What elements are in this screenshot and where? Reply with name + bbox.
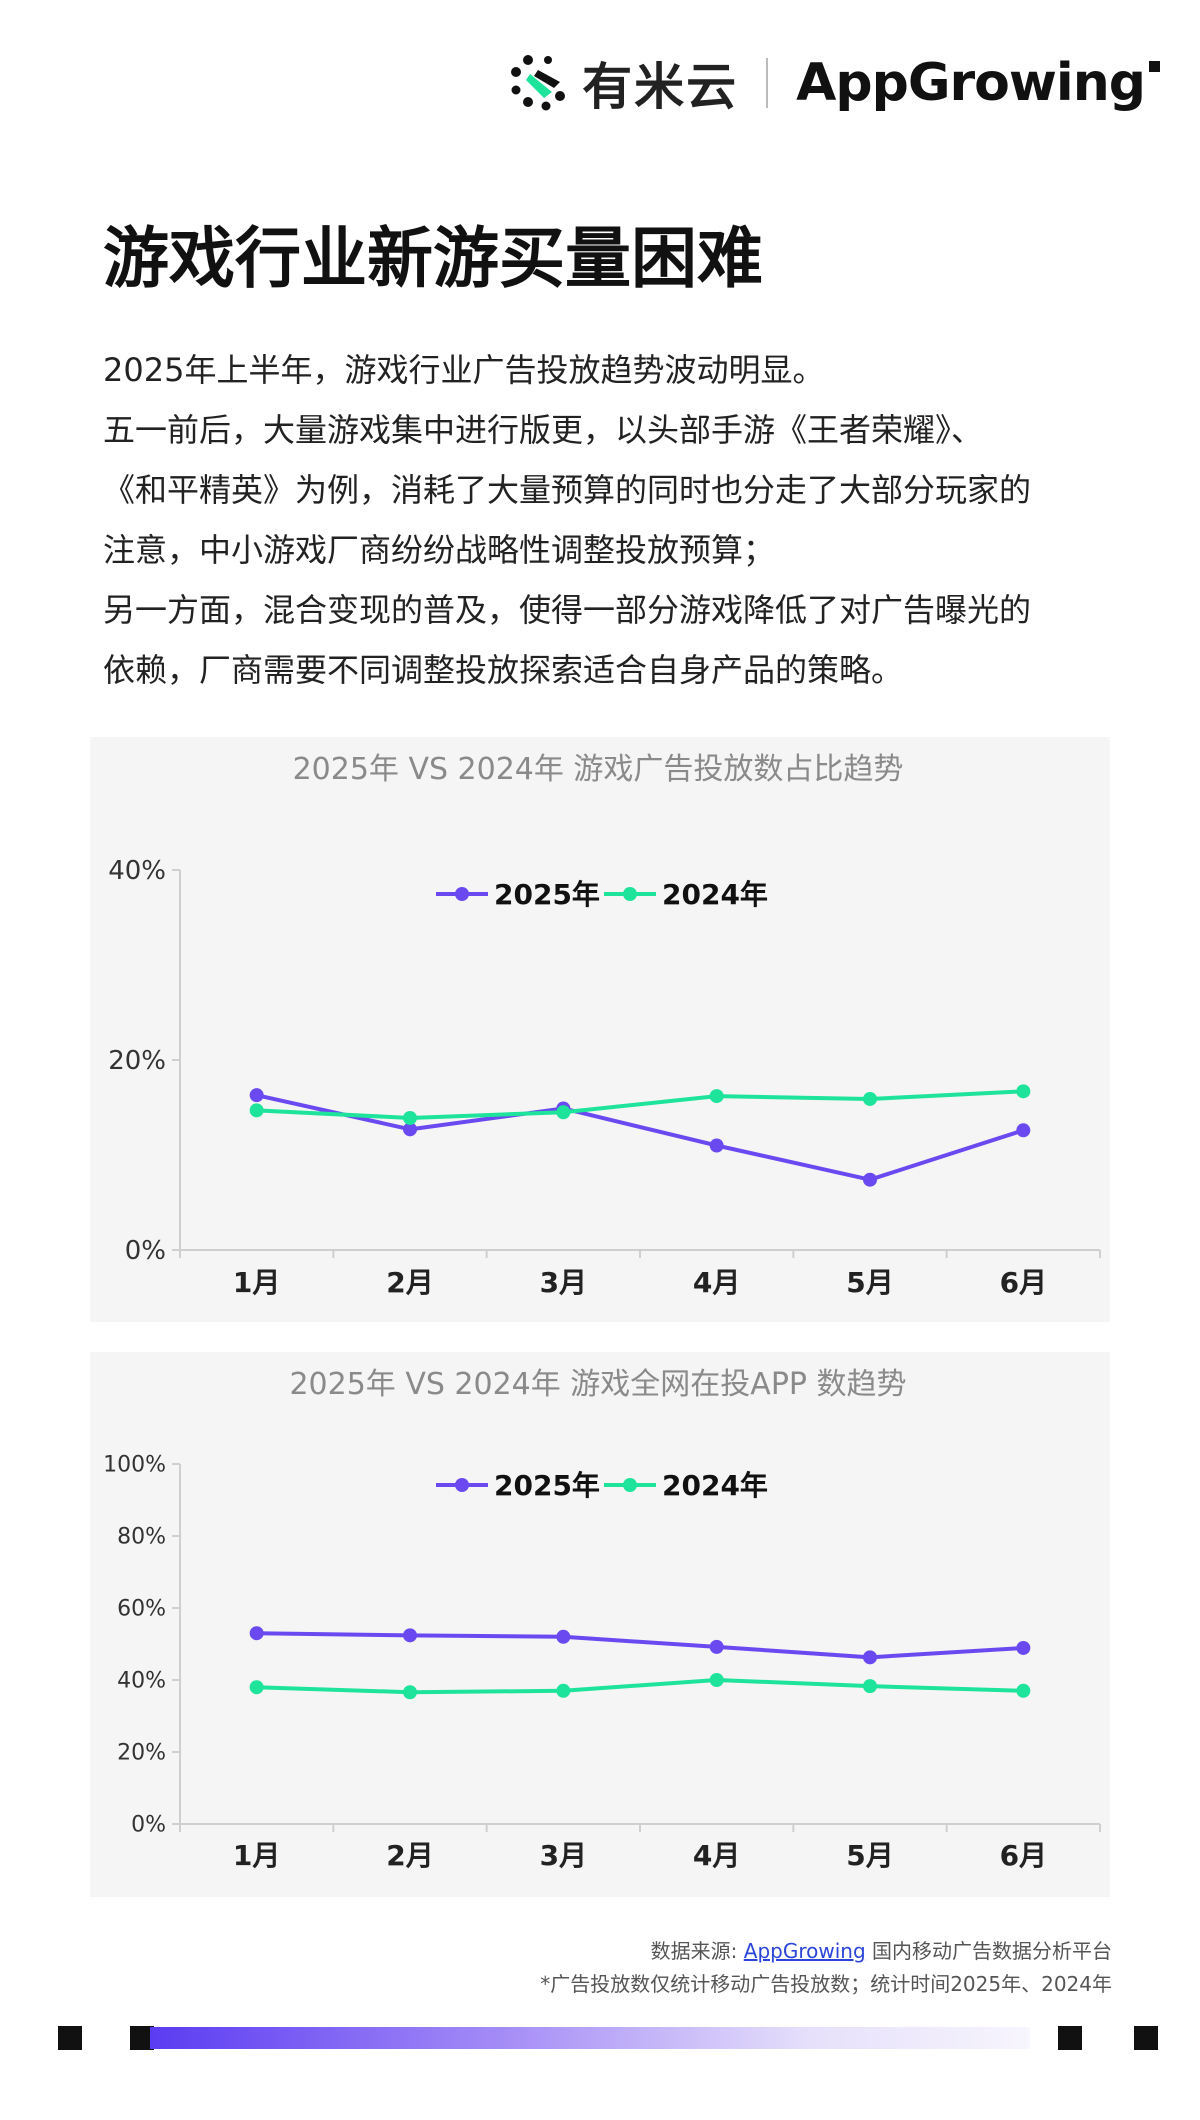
x-tick-label: 4月 xyxy=(693,1839,740,1872)
y-tick-label: 0% xyxy=(125,1236,166,1266)
data-point xyxy=(863,1172,877,1187)
data-point xyxy=(249,1626,264,1641)
decor-square xyxy=(58,2026,82,2050)
series-line xyxy=(256,1631,1024,1660)
youmi-logo-icon xyxy=(511,55,566,111)
data-point xyxy=(1016,1123,1031,1138)
y-tick-label: 40% xyxy=(108,856,166,886)
chart-app-count: 2025年 VS 2024年 游戏全网在投APP 数趋势 0% 20% 40% 60% 8… xyxy=(90,1352,1110,1897)
intro-line: 另一方面，混合变现的普及，使得一部分游戏降低了对广告曝光的 xyxy=(103,591,1032,629)
header-divider xyxy=(766,58,769,108)
chart-app-count-svg: 2025年 VS 2024年 游戏全网在投APP 数趋势 0% 20% 40% 60% 8… xyxy=(103,1367,1101,1872)
data-point xyxy=(1016,1084,1031,1099)
decor-square xyxy=(1134,2026,1158,2050)
data-point xyxy=(403,1110,417,1125)
data-point xyxy=(709,1673,724,1687)
page-title: 游戏行业新游买量困难 xyxy=(103,220,763,297)
intro-line: 注意，中小游戏厂商纷纷战略性调整投放预算； xyxy=(103,531,776,569)
x-tick-label: 4月 xyxy=(693,1266,740,1299)
decor-square xyxy=(1058,2026,1082,2050)
data-point xyxy=(863,1679,877,1694)
y-tick-label: 60% xyxy=(117,1597,166,1622)
gradient-bar xyxy=(150,2027,1030,2049)
source-prefix: 数据来源: xyxy=(650,1939,744,1963)
y-tick-label: 20% xyxy=(117,1741,166,1766)
brand-name-cn: 有米云 xyxy=(582,58,739,116)
x-tick-label: 1月 xyxy=(233,1839,280,1872)
data-point xyxy=(1016,1683,1031,1698)
series-line xyxy=(256,1678,1024,1695)
legend-swatch-marker xyxy=(455,887,469,901)
x-tick-label: 2月 xyxy=(386,1839,433,1872)
data-point xyxy=(863,1650,877,1665)
data-point xyxy=(403,1685,417,1700)
series-line xyxy=(256,1093,1024,1182)
y-tick-label: 80% xyxy=(117,1525,166,1550)
footer: 数据来源: AppGrowing 国内移动广告数据分析平台 *广告投放数仅统计移… xyxy=(540,1935,1112,2001)
footnote: *广告投放数仅统计移动广告投放数；统计时间2025年、2024年 xyxy=(540,1972,1112,1996)
legend-label: 2025年 xyxy=(494,1469,600,1502)
legend-label: 2025年 xyxy=(494,878,600,911)
chart-title: 2025年 VS 2024年 游戏广告投放数占比趋势 xyxy=(293,752,904,787)
legend-swatch-marker xyxy=(623,1478,637,1492)
intro-line: 依赖，厂商需要不同调整投放探索适合自身产品的策略。 xyxy=(103,651,904,689)
header: 有米云 AppGrowing xyxy=(508,48,1160,118)
y-tick-label: 100% xyxy=(103,1453,166,1478)
data-point xyxy=(556,1105,571,1120)
brand-square-icon xyxy=(1149,61,1160,72)
y-tick-label: 0% xyxy=(131,1813,166,1838)
data-point xyxy=(556,1629,571,1644)
data-point xyxy=(709,1089,724,1104)
intro-line: 2025年上半年，游戏行业广告投放趋势波动明显。 xyxy=(103,351,825,389)
x-tick-label: 5月 xyxy=(846,1839,893,1872)
data-point xyxy=(403,1628,417,1643)
intro-line: 《和平精英》为例，消耗了大量预算的同时也分走了大部分玩家的 xyxy=(103,471,1032,509)
y-tick-label: 20% xyxy=(108,1046,166,1076)
source-suffix: 国内移动广告数据分析平台 xyxy=(865,1939,1112,1963)
data-point xyxy=(249,1680,264,1695)
x-tick-label: 6月 xyxy=(1000,1266,1047,1299)
x-tick-label: 5月 xyxy=(846,1266,893,1299)
y-tick-label: 40% xyxy=(117,1669,166,1694)
data-point xyxy=(709,1639,724,1654)
data-point xyxy=(863,1091,877,1106)
source-link[interactable]: AppGrowing xyxy=(743,1939,866,1963)
x-tick-label: 3月 xyxy=(540,1266,587,1299)
x-tick-label: 3月 xyxy=(540,1839,587,1872)
legend-label: 2024年 xyxy=(662,878,768,911)
x-tick-label: 2月 xyxy=(386,1266,433,1299)
data-point xyxy=(709,1138,724,1153)
data-source: 数据来源: AppGrowing 国内移动广告数据分析平台 xyxy=(540,1935,1112,1968)
intro-text: 2025年上半年，游戏行业广告投放趋势波动明显。 五一前后，大量游戏集中进行版更… xyxy=(103,340,1123,700)
data-point xyxy=(1016,1640,1031,1655)
brand-name-en-text: AppGrowing xyxy=(796,53,1146,113)
series-line xyxy=(256,1089,1024,1120)
data-point xyxy=(403,1122,417,1137)
x-tick-label: 6月 xyxy=(1000,1839,1047,1872)
data-point xyxy=(249,1088,264,1103)
data-point xyxy=(556,1683,571,1698)
data-point xyxy=(249,1103,264,1118)
bottom-decoration xyxy=(0,2023,1200,2053)
chart-title: 2025年 VS 2024年 游戏全网在投APP 数趋势 xyxy=(289,1367,906,1402)
chart-ad-share: 2025年 VS 2024年 游戏广告投放数占比趋势 0% 20% 40% 1月 2月 3月… xyxy=(90,737,1110,1322)
legend-label: 2024年 xyxy=(662,1469,768,1502)
legend-swatch-marker xyxy=(455,1478,469,1492)
chart-ad-share-svg: 2025年 VS 2024年 游戏广告投放数占比趋势 0% 20% 40% 1月 2月 3月… xyxy=(108,752,1101,1299)
brand-name-en: AppGrowing xyxy=(796,53,1160,113)
legend-swatch-marker xyxy=(623,887,637,901)
x-tick-label: 1月 xyxy=(233,1266,280,1299)
intro-line: 五一前后，大量游戏集中进行版更，以头部手游《王者荣耀》、 xyxy=(103,411,984,449)
